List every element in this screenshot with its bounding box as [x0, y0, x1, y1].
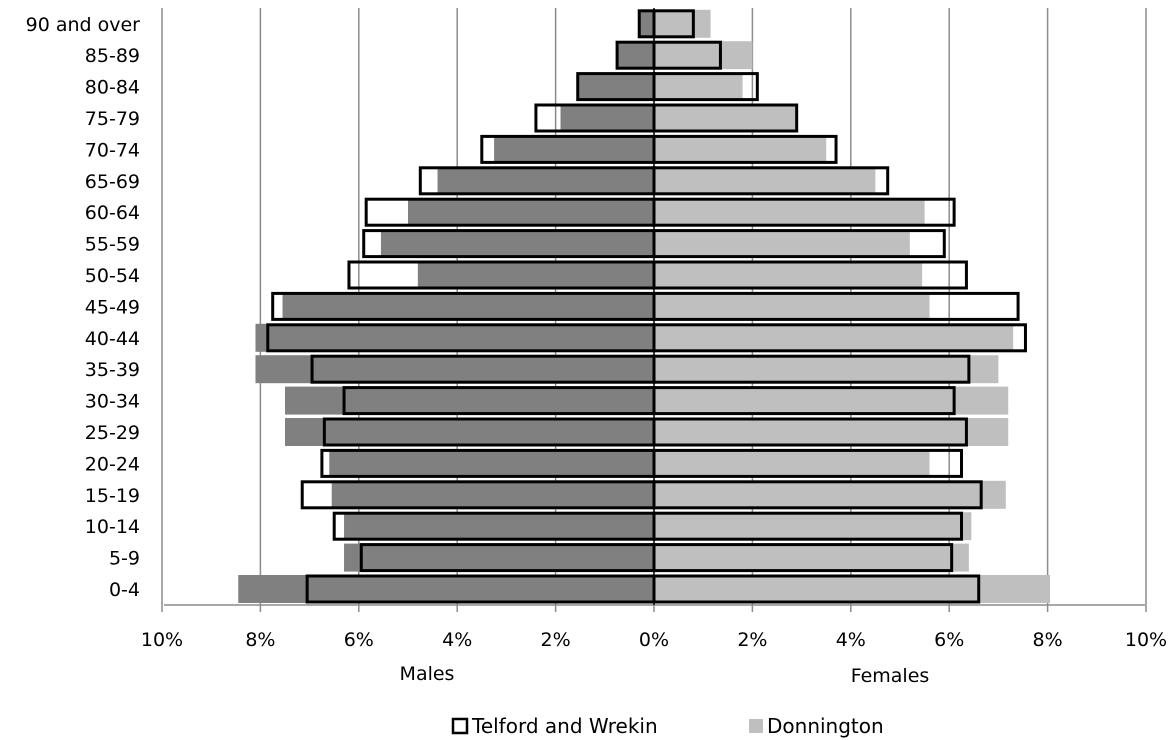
y-tick-label: 45-49 — [85, 296, 140, 318]
y-tick-label: 40-44 — [85, 328, 140, 350]
x-tick-label: 6% — [934, 629, 964, 651]
x-axis-tick-labels: 10% 8% 6% 4% 2% 0% 2% 4% 6% 8% 10% — [141, 629, 1167, 651]
donnington-female-bar — [654, 261, 923, 289]
donnington-female-bar — [654, 418, 1009, 446]
donnington-female-bar — [654, 229, 910, 258]
donnington-female-bar — [654, 355, 999, 384]
donnington-male-bar — [282, 292, 654, 321]
donnington-male-bar — [329, 449, 654, 478]
donnington-female-bar — [654, 198, 925, 227]
donnington-female-bar — [654, 104, 797, 132]
y-tick-label: 85-89 — [85, 45, 140, 67]
y-tick-label: 20-24 — [85, 453, 140, 475]
females-label: Females — [851, 665, 930, 687]
donnington-male-bar — [617, 41, 654, 70]
donnington-male-bar — [417, 261, 654, 289]
y-axis-tick-labels: 0-4 5-9 10-14 15-19 20-24 25-29 30-34 35-39 40-4… — [26, 14, 141, 601]
y-tick-label: 25-29 — [85, 422, 140, 444]
donnington-male-bar — [344, 512, 654, 541]
donnington-male-bar — [255, 323, 655, 352]
y-tick-label: 90 and over — [26, 14, 141, 36]
donnington-male-bar — [331, 480, 654, 509]
donnington-female-bar — [654, 292, 930, 321]
donnington-female-bar — [654, 135, 827, 164]
donnington-male-bar — [494, 135, 654, 164]
x-tick-label: 8% — [245, 629, 275, 651]
y-tick-label: 60-64 — [85, 202, 140, 224]
y-tick-label: 0-4 — [109, 579, 140, 601]
donnington-series — [238, 9, 1051, 603]
donnington-male-bar — [285, 418, 654, 446]
legend-label-donnington: Donnington — [767, 714, 884, 738]
y-tick-label: 15-19 — [85, 485, 140, 507]
x-tick-label: 8% — [1033, 629, 1063, 651]
donnington-male-bar — [437, 166, 654, 195]
donnington-female-bar — [654, 449, 930, 478]
donnington-female-bar — [654, 323, 1014, 352]
donnington-male-bar — [238, 575, 654, 603]
donnington-male-bar — [560, 104, 654, 132]
donnington-female-bar — [654, 543, 969, 572]
donnington-female-bar — [654, 575, 1051, 603]
legend: Telford and Wrekin Donnington — [451, 714, 884, 738]
donnington-male-bar — [577, 72, 654, 101]
x-tick-label: 2% — [737, 629, 767, 651]
y-tick-label: 80-84 — [85, 77, 140, 99]
males-label: Males — [400, 663, 455, 685]
x-tick-label: 4% — [442, 629, 472, 651]
x-tick-label: 10% — [1125, 629, 1167, 651]
y-tick-label: 75-79 — [85, 108, 140, 130]
donnington-female-bar — [654, 41, 753, 70]
donnington-female-bar — [654, 72, 743, 101]
y-tick-label: 10-14 — [85, 516, 140, 538]
axes — [161, 8, 1147, 612]
donnington-female-bar — [654, 480, 1006, 509]
y-tick-label: 30-34 — [85, 391, 140, 413]
donnington-female-bar — [654, 166, 876, 195]
donnington-male-bar — [380, 229, 654, 258]
donnington-male-bar — [344, 543, 654, 572]
y-tick-label: 5-9 — [109, 548, 140, 570]
x-tick-label: 2% — [541, 629, 571, 651]
donnington-male-bar — [408, 198, 654, 227]
donnington-male-bar — [255, 355, 655, 384]
x-tick-label: 10% — [141, 629, 183, 651]
y-tick-label: 50-54 — [85, 265, 140, 287]
donnington-female-bar — [654, 386, 1009, 415]
donnington-male-bar — [639, 9, 654, 38]
y-tick-label: 65-69 — [85, 171, 140, 193]
donnington-female-bar — [654, 9, 711, 38]
donnington-male-bar — [285, 386, 654, 415]
legend-label-telford: Telford and Wrekin — [471, 714, 658, 738]
y-tick-label: 70-74 — [85, 139, 140, 161]
donnington-female-bar — [654, 512, 972, 541]
y-tick-label: 35-39 — [85, 359, 140, 381]
legend-swatch-telford — [451, 717, 469, 735]
x-tick-label: 4% — [836, 629, 866, 651]
y-tick-label: 55-59 — [85, 234, 140, 256]
x-tick-label: 0% — [639, 629, 669, 651]
legend-swatch-donnington — [749, 719, 763, 733]
x-tick-label: 6% — [344, 629, 374, 651]
